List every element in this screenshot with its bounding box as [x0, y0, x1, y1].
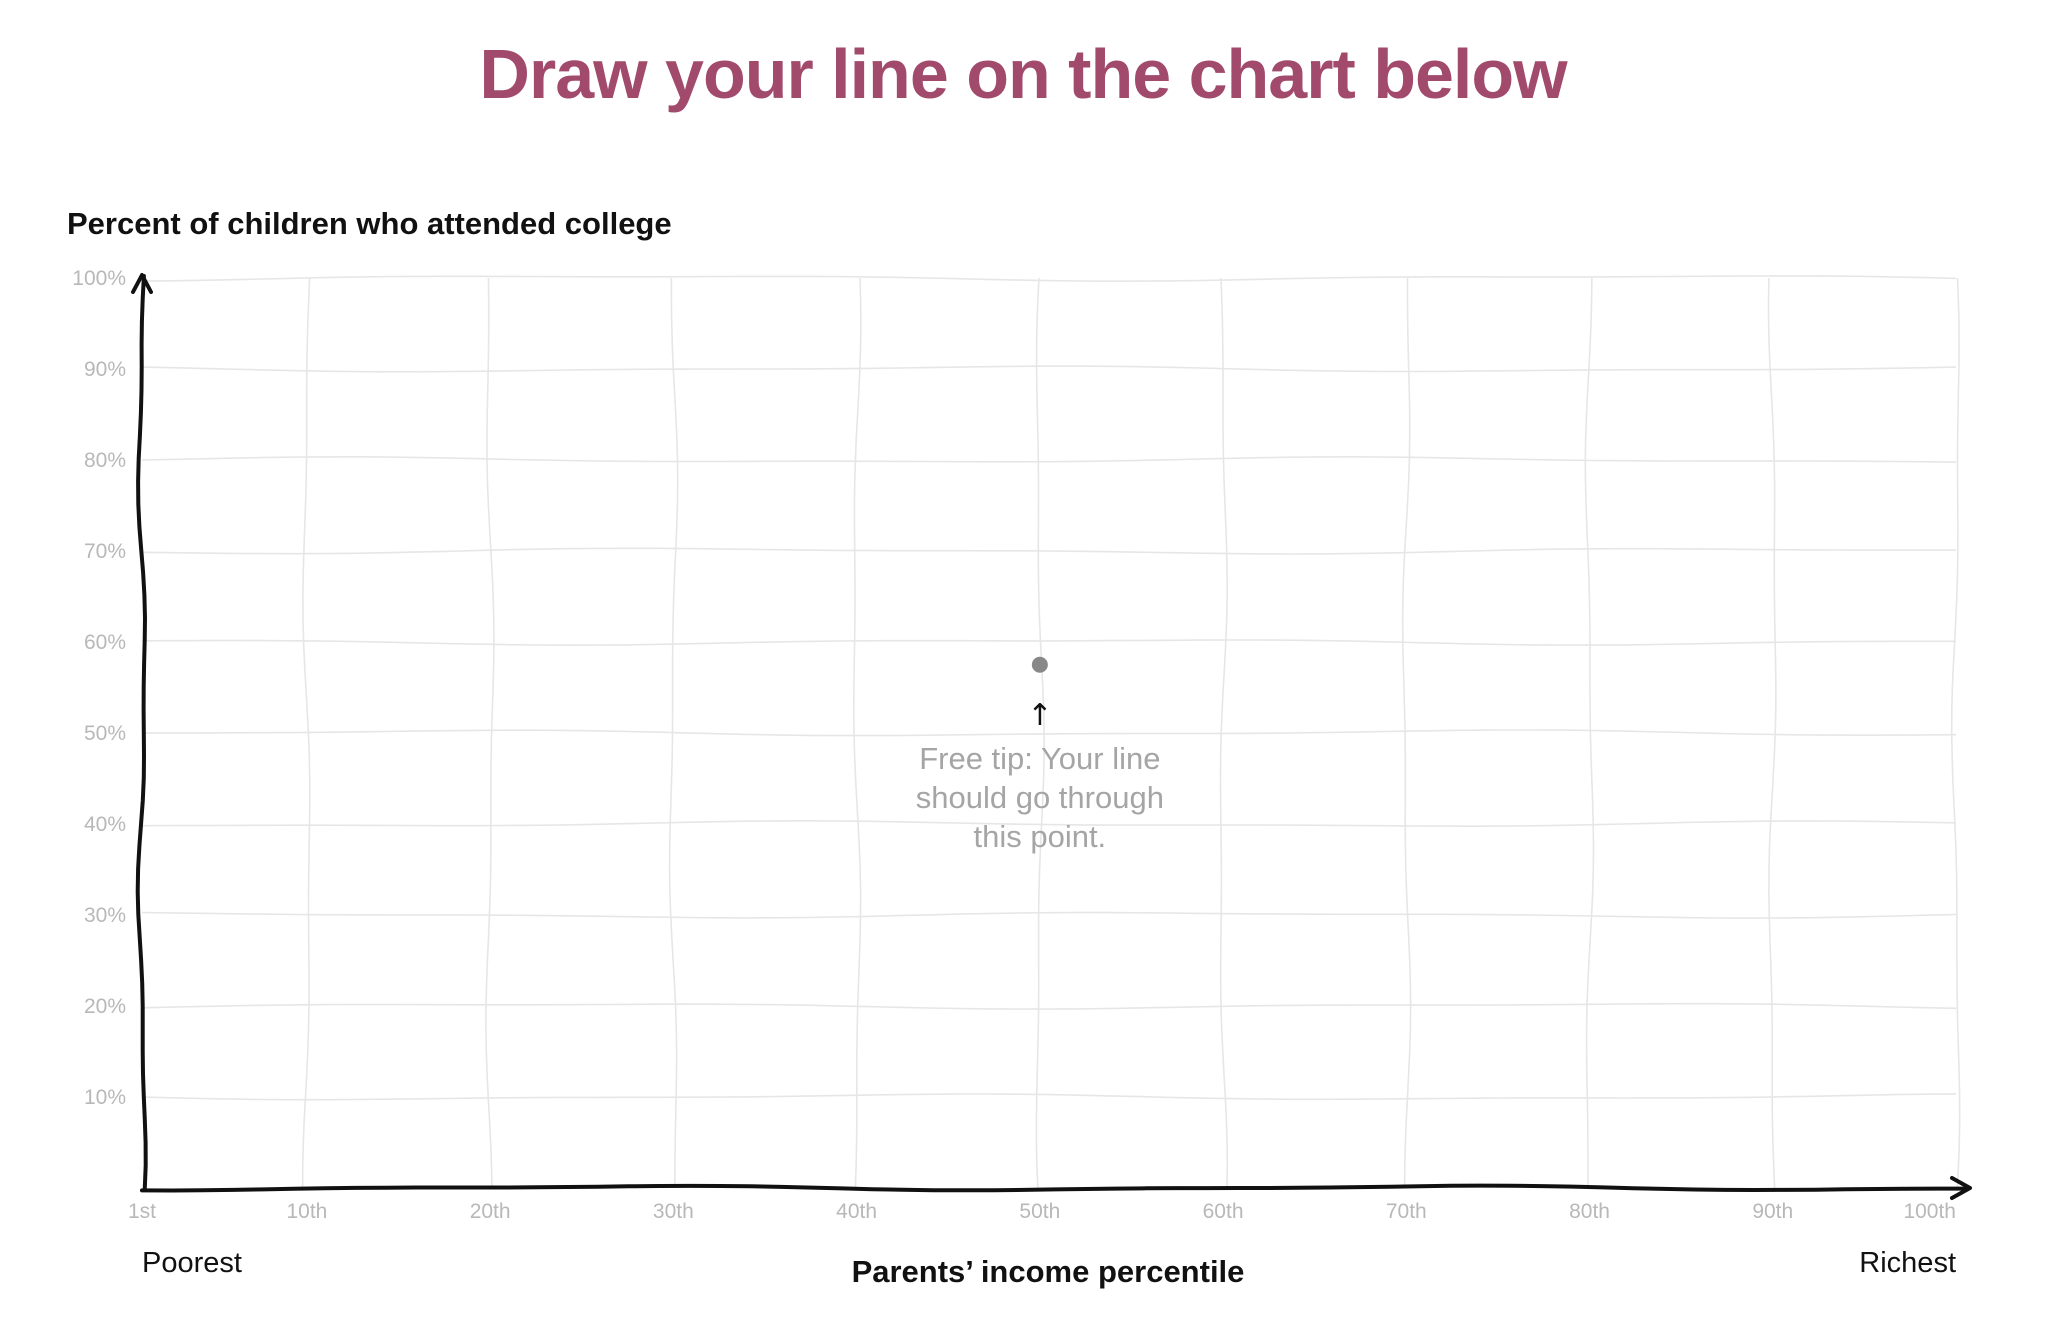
grid-line-vertical — [1401, 278, 1412, 1189]
grid-line-vertical — [485, 277, 495, 1189]
x-tick-label: 10th — [286, 1200, 327, 1223]
x-axis-left-end-label: Poorest — [142, 1247, 242, 1279]
y-axis-arrowhead — [131, 273, 153, 294]
grid-line-horizontal — [142, 729, 1957, 737]
tip-annotation: ↑ Free tip: Your line should go through thi… — [916, 698, 1164, 854]
grid-line-horizontal — [141, 1093, 1957, 1101]
x-tick-label: 30th — [653, 1200, 694, 1223]
grid-line-horizontal — [141, 365, 1957, 373]
grid-line-horizontal — [141, 639, 1956, 647]
data-points — [1031, 656, 1048, 673]
grid-line-vertical — [1584, 277, 1595, 1189]
y-axis-line — [135, 274, 148, 1190]
grid-line-vertical — [1767, 277, 1777, 1189]
y-tick-label: 90% — [84, 358, 126, 381]
chart-grid — [141, 275, 1961, 1189]
x-tick-label: 80th — [1569, 1200, 1610, 1223]
y-tick-label: 30% — [84, 904, 126, 927]
y-tick-label: 70% — [84, 540, 126, 563]
y-tick-label: 10% — [84, 1086, 126, 1109]
y-tick-label: 20% — [84, 995, 126, 1018]
grid-line-horizontal — [141, 455, 1957, 463]
y-tick-labels: 10% 20% 30% 40% 50% 60% 70% 80% 90% 100% — [72, 267, 126, 1109]
y-tick-label: 40% — [84, 813, 126, 836]
x-tick-label: 70th — [1386, 1200, 1427, 1223]
x-axis-arrowhead — [1950, 1176, 1972, 1200]
tip-arrow: ↑ — [1027, 698, 1052, 733]
grid-line-horizontal — [141, 911, 1957, 919]
y-tick-label: 60% — [84, 631, 126, 654]
x-tick-label: 50th — [1019, 1200, 1060, 1223]
y-tick-label: 50% — [84, 722, 126, 745]
y-tick-label: 100% — [72, 267, 126, 290]
x-tick-label: 100th — [1903, 1200, 1956, 1223]
grid-line-vertical — [1035, 277, 1045, 1189]
grid-line-horizontal — [141, 275, 1957, 283]
x-tick-label: 90th — [1752, 1200, 1793, 1223]
x-tick-labels: 1st 10th 20th 30th 40th 50th 60th 70th 80th 90th 1… — [128, 1200, 1956, 1223]
data-point — [1031, 656, 1048, 673]
grid-line-horizontal — [141, 819, 1957, 828]
grid-line-horizontal — [141, 547, 1956, 555]
tip-text-line: Free tip: Your line — [919, 741, 1160, 776]
x-axis-line — [140, 1183, 1970, 1193]
grid-line-vertical — [1950, 277, 1961, 1189]
y-axis-title: Percent of children who attended college — [67, 206, 672, 241]
grid-line-horizontal — [141, 1002, 1957, 1010]
grid-line-vertical — [852, 277, 862, 1189]
tip-text-line: this point. — [973, 819, 1106, 854]
chart-axes — [131, 273, 1972, 1200]
y-tick-label: 80% — [84, 449, 126, 472]
x-tick-label: 1st — [128, 1200, 156, 1223]
x-tick-label: 60th — [1203, 1200, 1244, 1223]
x-tick-label: 40th — [836, 1200, 877, 1223]
x-axis-right-end-label: Richest — [1859, 1247, 1956, 1279]
tip-text-line: should go through — [916, 780, 1164, 815]
page-title: Draw your line on the chart below — [479, 35, 1567, 113]
x-axis-title: Parents’ income percentile — [852, 1254, 1245, 1289]
x-tick-label: 20th — [470, 1200, 511, 1223]
